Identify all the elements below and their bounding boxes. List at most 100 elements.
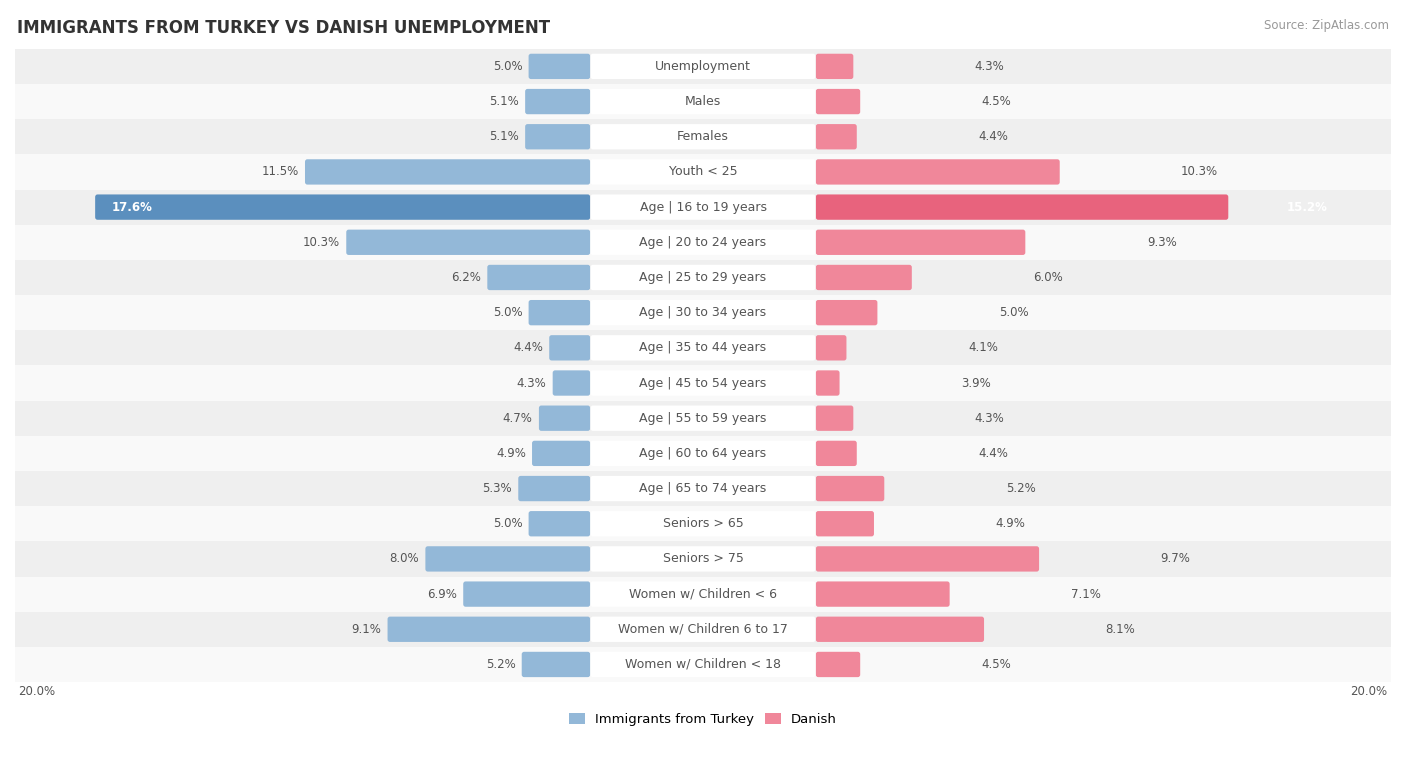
Text: 11.5%: 11.5% xyxy=(262,166,299,179)
Text: 4.5%: 4.5% xyxy=(981,658,1011,671)
Text: Age | 65 to 74 years: Age | 65 to 74 years xyxy=(640,482,766,495)
Text: 7.1%: 7.1% xyxy=(1071,587,1101,600)
FancyBboxPatch shape xyxy=(591,652,815,677)
FancyBboxPatch shape xyxy=(553,370,591,396)
Text: 4.3%: 4.3% xyxy=(974,60,1004,73)
Bar xyxy=(15,154,1391,189)
Text: Males: Males xyxy=(685,95,721,108)
Bar xyxy=(15,647,1391,682)
Text: Age | 25 to 29 years: Age | 25 to 29 years xyxy=(640,271,766,284)
Text: 9.3%: 9.3% xyxy=(1147,235,1177,249)
FancyBboxPatch shape xyxy=(815,441,856,466)
Text: Age | 16 to 19 years: Age | 16 to 19 years xyxy=(640,201,766,213)
Text: 4.7%: 4.7% xyxy=(503,412,533,425)
Text: Age | 60 to 64 years: Age | 60 to 64 years xyxy=(640,447,766,459)
Text: 4.4%: 4.4% xyxy=(979,447,1008,459)
Text: Youth < 25: Youth < 25 xyxy=(669,166,737,179)
FancyBboxPatch shape xyxy=(526,124,591,149)
FancyBboxPatch shape xyxy=(815,547,1039,572)
FancyBboxPatch shape xyxy=(550,335,591,360)
Text: Age | 55 to 59 years: Age | 55 to 59 years xyxy=(640,412,766,425)
Bar xyxy=(15,189,1391,225)
Text: 6.9%: 6.9% xyxy=(427,587,457,600)
Bar xyxy=(15,366,1391,400)
FancyBboxPatch shape xyxy=(591,406,815,431)
Text: IMMIGRANTS FROM TURKEY VS DANISH UNEMPLOYMENT: IMMIGRANTS FROM TURKEY VS DANISH UNEMPLO… xyxy=(17,19,550,37)
FancyBboxPatch shape xyxy=(529,511,591,537)
FancyBboxPatch shape xyxy=(591,300,815,326)
Text: 3.9%: 3.9% xyxy=(960,376,991,390)
Text: Age | 20 to 24 years: Age | 20 to 24 years xyxy=(640,235,766,249)
FancyBboxPatch shape xyxy=(591,370,815,396)
FancyBboxPatch shape xyxy=(815,89,860,114)
FancyBboxPatch shape xyxy=(815,300,877,326)
FancyBboxPatch shape xyxy=(591,581,815,607)
Text: 8.1%: 8.1% xyxy=(1105,623,1135,636)
FancyBboxPatch shape xyxy=(346,229,591,255)
FancyBboxPatch shape xyxy=(815,265,912,290)
Text: 6.0%: 6.0% xyxy=(1033,271,1063,284)
FancyBboxPatch shape xyxy=(591,124,815,149)
Bar xyxy=(15,119,1391,154)
Text: Women w/ Children < 6: Women w/ Children < 6 xyxy=(628,587,778,600)
FancyBboxPatch shape xyxy=(426,547,591,572)
Text: 10.3%: 10.3% xyxy=(1181,166,1218,179)
Text: 20.0%: 20.0% xyxy=(1350,685,1388,698)
Text: 17.6%: 17.6% xyxy=(111,201,152,213)
Text: Seniors > 75: Seniors > 75 xyxy=(662,553,744,565)
Text: 5.0%: 5.0% xyxy=(492,60,523,73)
Text: 5.1%: 5.1% xyxy=(489,130,519,143)
FancyBboxPatch shape xyxy=(815,581,949,607)
FancyBboxPatch shape xyxy=(591,229,815,255)
Text: 5.0%: 5.0% xyxy=(492,306,523,319)
FancyBboxPatch shape xyxy=(591,617,815,642)
Bar xyxy=(15,225,1391,260)
Text: 5.3%: 5.3% xyxy=(482,482,512,495)
Bar xyxy=(15,506,1391,541)
Legend: Immigrants from Turkey, Danish: Immigrants from Turkey, Danish xyxy=(564,707,842,731)
FancyBboxPatch shape xyxy=(531,441,591,466)
FancyBboxPatch shape xyxy=(529,300,591,326)
Bar xyxy=(15,541,1391,577)
FancyBboxPatch shape xyxy=(591,335,815,360)
Text: 15.2%: 15.2% xyxy=(1286,201,1327,213)
Text: 5.0%: 5.0% xyxy=(998,306,1028,319)
Text: 4.5%: 4.5% xyxy=(981,95,1011,108)
FancyBboxPatch shape xyxy=(591,195,815,220)
Text: Source: ZipAtlas.com: Source: ZipAtlas.com xyxy=(1264,19,1389,32)
FancyBboxPatch shape xyxy=(591,547,815,572)
Text: 9.7%: 9.7% xyxy=(1160,553,1191,565)
FancyBboxPatch shape xyxy=(815,406,853,431)
Bar xyxy=(15,400,1391,436)
FancyBboxPatch shape xyxy=(815,54,853,79)
Text: 8.0%: 8.0% xyxy=(389,553,419,565)
FancyBboxPatch shape xyxy=(815,617,984,642)
Text: 4.4%: 4.4% xyxy=(513,341,543,354)
FancyBboxPatch shape xyxy=(538,406,591,431)
FancyBboxPatch shape xyxy=(463,581,591,607)
Text: 5.2%: 5.2% xyxy=(485,658,516,671)
FancyBboxPatch shape xyxy=(526,89,591,114)
Bar xyxy=(15,612,1391,647)
Text: 20.0%: 20.0% xyxy=(18,685,56,698)
Text: 5.0%: 5.0% xyxy=(492,517,523,530)
Text: 10.3%: 10.3% xyxy=(302,235,340,249)
FancyBboxPatch shape xyxy=(591,159,815,185)
FancyBboxPatch shape xyxy=(591,476,815,501)
FancyBboxPatch shape xyxy=(488,265,591,290)
Text: Seniors > 65: Seniors > 65 xyxy=(662,517,744,530)
FancyBboxPatch shape xyxy=(815,159,1060,185)
Text: 5.2%: 5.2% xyxy=(1005,482,1035,495)
Text: 4.3%: 4.3% xyxy=(517,376,547,390)
Bar xyxy=(15,84,1391,119)
FancyBboxPatch shape xyxy=(522,652,591,677)
Text: 4.3%: 4.3% xyxy=(974,412,1004,425)
Text: 4.1%: 4.1% xyxy=(967,341,998,354)
Text: 4.9%: 4.9% xyxy=(496,447,526,459)
Text: Women w/ Children < 18: Women w/ Children < 18 xyxy=(626,658,780,671)
Bar xyxy=(15,260,1391,295)
FancyBboxPatch shape xyxy=(305,159,591,185)
Text: Unemployment: Unemployment xyxy=(655,60,751,73)
FancyBboxPatch shape xyxy=(591,511,815,537)
Bar xyxy=(15,48,1391,84)
